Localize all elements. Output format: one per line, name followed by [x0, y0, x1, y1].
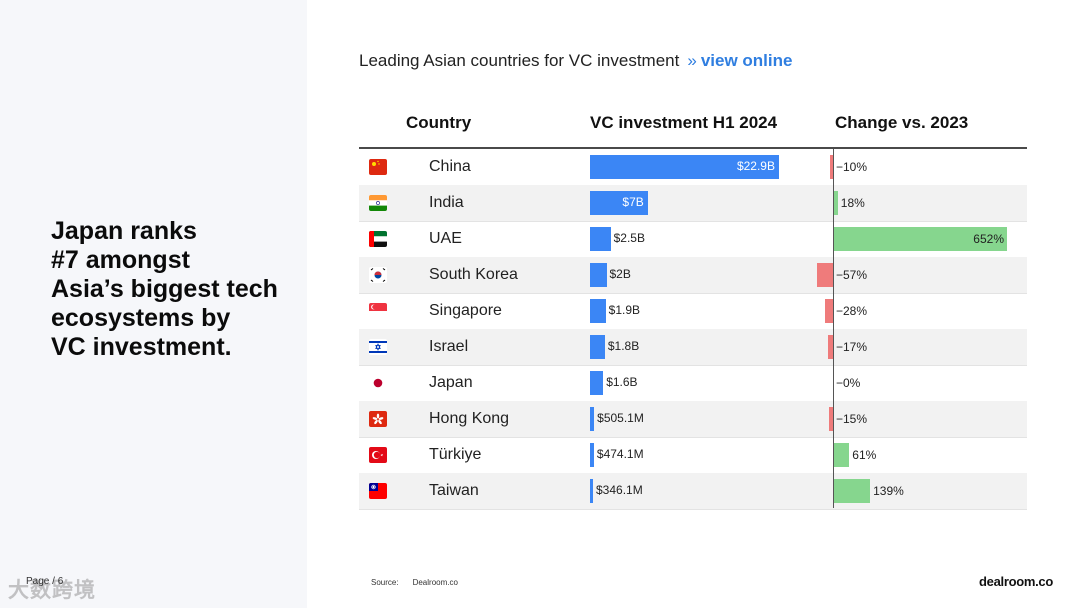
investment-label: $1.9B	[608, 303, 641, 317]
country-name: Japan	[429, 374, 473, 391]
country-name: Türkiye	[429, 446, 482, 463]
japan-flag-icon	[369, 375, 387, 391]
country-name: Singapore	[429, 302, 502, 319]
hong-kong-flag-icon	[369, 411, 387, 427]
column-header-investment: VC investment H1 2024	[590, 113, 778, 132]
change-bar	[830, 155, 833, 179]
change-bar	[833, 479, 871, 503]
table-row: Israel $1.8B −17%	[359, 329, 1027, 366]
change-bar	[828, 407, 833, 431]
country-name: South Korea	[429, 266, 518, 283]
headline-line-4: ecosystems by	[51, 304, 231, 332]
headline-line-3: Asia’s biggest tech	[51, 275, 278, 303]
chart-title: Leading Asian countries for VC investmen…	[359, 51, 792, 71]
change-label: −15%	[836, 412, 868, 426]
column-header-change: Change vs. 2023	[835, 113, 969, 132]
china-flag-icon	[369, 159, 387, 175]
change-label: −10%	[836, 160, 868, 174]
investment-bar	[590, 479, 593, 503]
investment-label: $1.8B	[607, 339, 640, 353]
investment-label: $474.1M	[596, 447, 644, 461]
table-row: UAE $2.5B 652%	[359, 221, 1027, 258]
investment-bar	[590, 299, 606, 323]
change-label: 61%	[852, 448, 877, 462]
source-value: Dealroom.co	[412, 578, 458, 587]
change-bar	[833, 443, 850, 467]
change-label: −0%	[836, 376, 861, 390]
chart-title-text: Leading Asian countries for VC investmen…	[359, 51, 680, 70]
change-label: 652%	[973, 232, 1004, 246]
column-header-country: Country	[406, 113, 472, 132]
singapore-flag-icon	[369, 303, 387, 319]
change-label: −28%	[836, 304, 868, 318]
change-bar	[825, 299, 833, 323]
headline-line-5: VC investment.	[51, 333, 232, 361]
change-bar	[833, 191, 838, 215]
table-row: India $7B 18%	[359, 185, 1027, 222]
south-korea-flag-icon	[369, 267, 387, 283]
change-label: −17%	[836, 340, 868, 354]
investment-label: $7B	[622, 195, 644, 209]
country-name: Taiwan	[429, 482, 479, 499]
source-note: Source: Dealroom.co	[371, 578, 458, 587]
investment-bar	[590, 155, 779, 179]
headline-line-2: #7 amongst	[51, 246, 190, 274]
change-label: 139%	[873, 484, 904, 498]
investment-label: $505.1M	[597, 411, 644, 425]
investment-label: $2.5B	[613, 231, 645, 245]
israel-flag-icon	[369, 339, 387, 355]
headline-line-1: Japan ranks	[51, 217, 197, 245]
investment-bar	[590, 443, 594, 467]
investment-bar	[590, 371, 604, 395]
table-row: Singapore $1.9B −28%	[359, 293, 1027, 330]
india-flag-icon	[369, 195, 387, 211]
uae-flag-icon	[369, 231, 387, 247]
country-name: Israel	[429, 338, 469, 355]
change-zero-axis	[833, 149, 834, 508]
investment-bar	[590, 191, 648, 215]
table-row: Hong Kong $505.1M −15%	[359, 401, 1027, 438]
change-bar	[828, 335, 834, 359]
page-number: Page / 6	[26, 576, 64, 587]
change-bar	[833, 227, 1007, 251]
investment-bar	[590, 263, 607, 287]
country-name: UAE	[429, 230, 462, 247]
investment-label: $2B	[609, 267, 631, 281]
investment-bar	[590, 335, 605, 359]
table-row: Japan $1.6B −0%	[359, 365, 1027, 402]
table-row: South Korea $2B −57%	[359, 257, 1027, 294]
investment-label: $1.6B	[606, 375, 638, 389]
title-separator: »	[687, 51, 697, 70]
source-label: Source:	[371, 578, 399, 587]
investment-label: $22.9B	[736, 159, 775, 173]
headline: Japan ranks #7 amongst Asia’s biggest te…	[51, 217, 291, 362]
taiwan-flag-icon	[369, 483, 387, 499]
table-row: Türkiye $474.1M 61%	[359, 437, 1027, 474]
table-row: China $22.9B −10%	[359, 149, 1027, 186]
view-online-link[interactable]: view online	[700, 51, 793, 70]
investment-bar	[590, 227, 611, 251]
dealroom-logo: dealroom.co	[979, 574, 1053, 589]
header-divider	[359, 147, 1027, 149]
change-label: 18%	[840, 196, 865, 210]
country-name: Hong Kong	[429, 410, 510, 427]
table-row: Taiwan $346.1M 139%	[359, 473, 1027, 510]
change-bar	[817, 263, 834, 287]
watermark: 大数跨境	[8, 579, 96, 602]
country-name: China	[429, 158, 471, 175]
country-name: India	[429, 194, 464, 211]
investment-bar	[590, 407, 595, 431]
left-panel: Japan ranks #7 amongst Asia’s biggest te…	[0, 0, 307, 608]
turkiye-flag-icon	[369, 447, 387, 463]
change-label: −57%	[836, 268, 868, 282]
investment-label: $346.1M	[596, 483, 643, 497]
